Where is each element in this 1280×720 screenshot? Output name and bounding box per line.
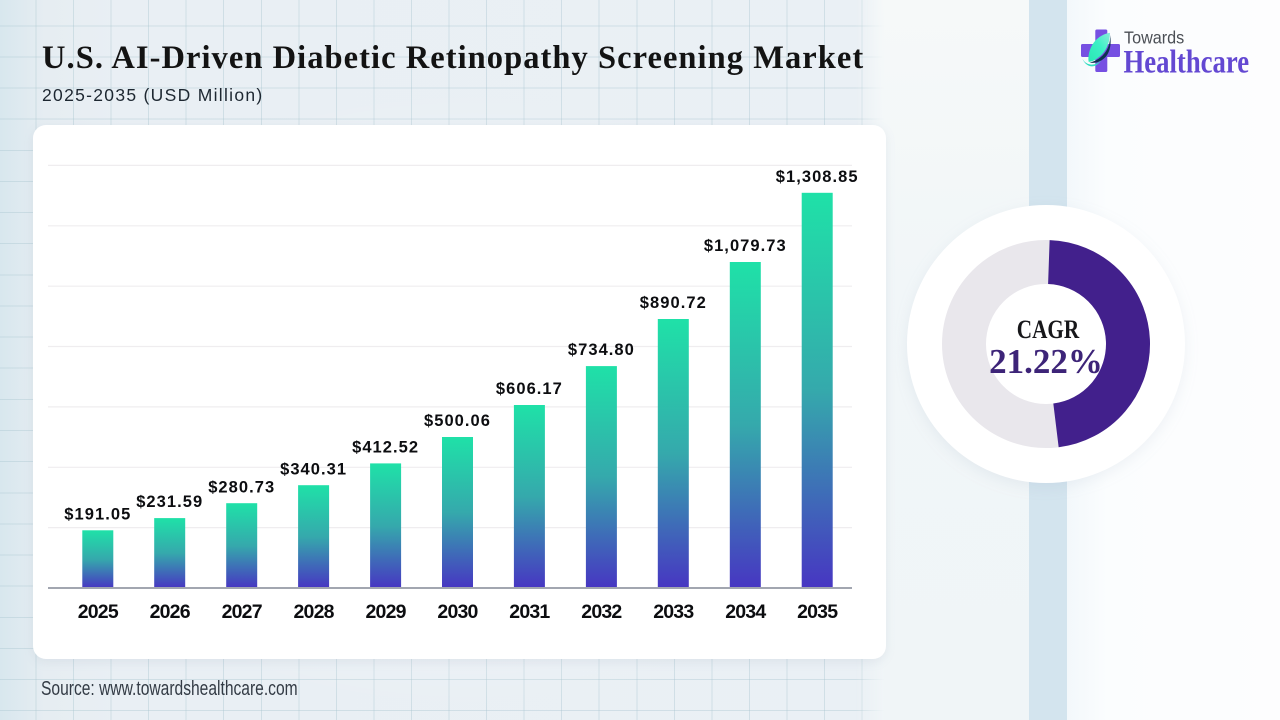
svg-text:21.22%: 21.22%	[989, 342, 1103, 381]
svg-text:Healthcare: Healthcare	[1124, 44, 1250, 80]
svg-text:2025: 2025	[78, 601, 119, 623]
svg-text:$1,308.85: $1,308.85	[776, 168, 859, 186]
svg-text:2034: 2034	[725, 601, 766, 623]
svg-text:CAGR: CAGR	[1017, 316, 1080, 345]
svg-text:$280.73: $280.73	[208, 478, 275, 496]
svg-text:$734.80: $734.80	[568, 341, 635, 359]
svg-text:2033: 2033	[653, 601, 694, 623]
svg-text:$412.52: $412.52	[352, 439, 419, 457]
svg-text:$606.17: $606.17	[496, 380, 563, 398]
svg-text:$1,079.73: $1,079.73	[704, 237, 787, 255]
svg-text:Towards: Towards	[1124, 28, 1184, 48]
svg-text:2029: 2029	[366, 601, 407, 623]
svg-text:2031: 2031	[509, 601, 550, 623]
svg-text:$890.72: $890.72	[640, 294, 707, 312]
svg-text:2032: 2032	[581, 601, 622, 623]
svg-text:2035: 2035	[797, 601, 838, 623]
svg-text:2026: 2026	[150, 601, 191, 623]
svg-text:$500.06: $500.06	[424, 412, 491, 430]
svg-text:$340.31: $340.31	[280, 460, 347, 478]
svg-text:2030: 2030	[437, 601, 478, 623]
svg-text:$191.05: $191.05	[64, 505, 131, 523]
svg-text:2027: 2027	[222, 601, 262, 623]
svg-text:$231.59: $231.59	[136, 493, 203, 511]
svg-text:2028: 2028	[294, 601, 335, 623]
